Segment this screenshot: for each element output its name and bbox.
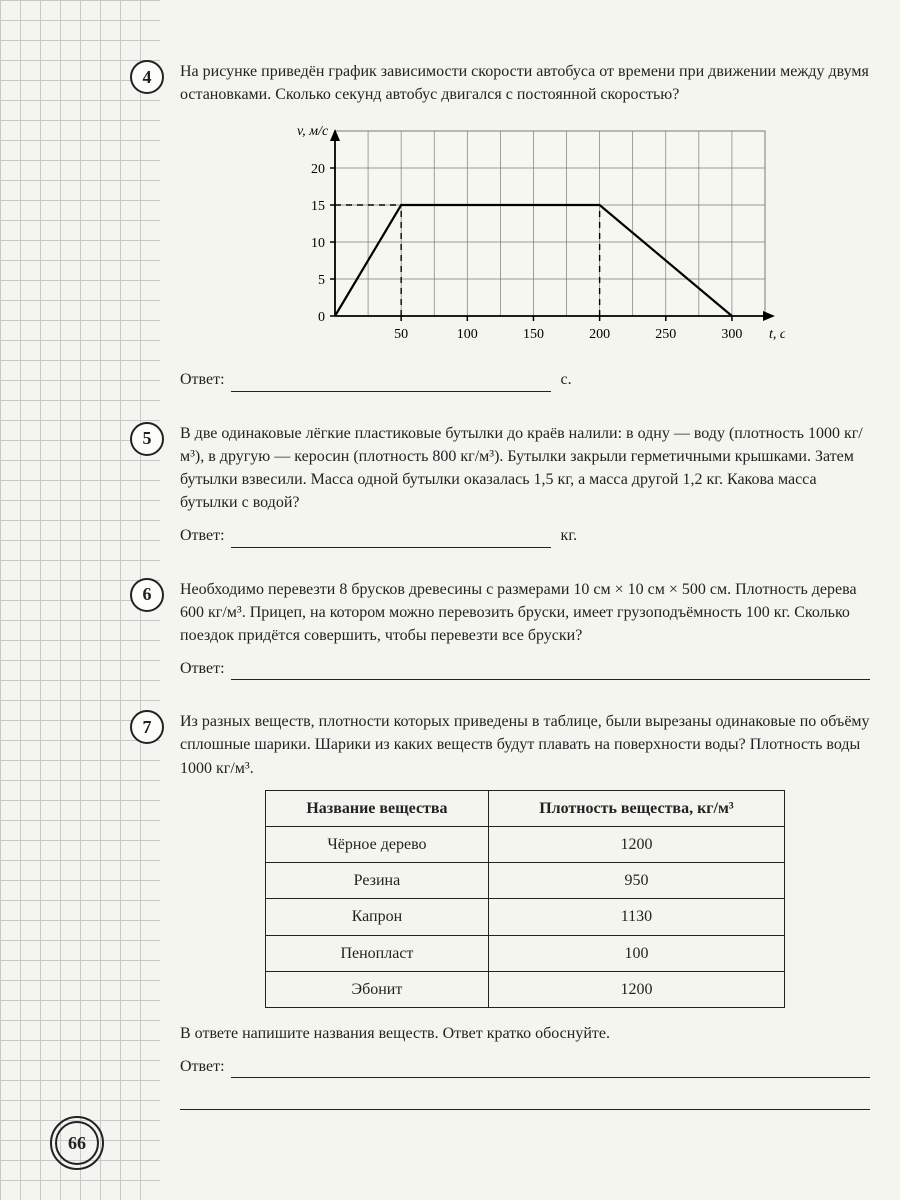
answer-line: Ответ: xyxy=(180,657,870,680)
table-cell: 100 xyxy=(488,935,784,971)
task-number-badge: 7 xyxy=(130,710,164,744)
answer-line: Ответ: xyxy=(180,1055,870,1078)
task-7: 7 Из разных веществ, плотности которых п… xyxy=(180,710,870,1115)
table-row: Резина950 xyxy=(266,863,785,899)
svg-text:200: 200 xyxy=(589,327,610,342)
answer-line: Ответ: с. xyxy=(180,368,870,391)
svg-text:50: 50 xyxy=(394,327,408,342)
svg-text:v, м/с: v, м/с xyxy=(297,124,329,139)
table-row: Чёрное дерево1200 xyxy=(266,827,785,863)
task-text: Необходимо перевезти 8 брусков древесины… xyxy=(180,578,870,648)
svg-text:100: 100 xyxy=(457,327,478,342)
svg-text:20: 20 xyxy=(311,162,325,177)
answer-label: Ответ: xyxy=(180,368,225,391)
answer-blank[interactable] xyxy=(231,530,551,548)
table-cell: 950 xyxy=(488,863,784,899)
table-cell: Эбонит xyxy=(266,971,489,1007)
task-number-badge: 5 xyxy=(130,422,164,456)
task-body: Необходимо перевезти 8 брусков древесины… xyxy=(180,578,870,685)
answer-label: Ответ: xyxy=(180,657,225,680)
page-content: 4 На рисунке приведён график зависимости… xyxy=(180,60,870,1142)
answer-blank[interactable] xyxy=(231,663,870,681)
answer-label: Ответ: xyxy=(180,524,225,547)
task-number-badge: 6 xyxy=(130,578,164,612)
table-row: Капрон1130 xyxy=(266,899,785,935)
chart-svg: 0 5 10 15 20 50 100 150 200 250 300 v, м/с t, с xyxy=(265,116,785,356)
svg-text:15: 15 xyxy=(311,199,325,214)
task-6: 6 Необходимо перевезти 8 брусков древеси… xyxy=(180,578,870,685)
svg-text:t, с: t, с xyxy=(769,327,785,342)
svg-text:5: 5 xyxy=(318,273,325,288)
task-body: В две одинаковые лёгкие пластиковые буты… xyxy=(180,422,870,552)
answer-blank[interactable] xyxy=(231,1061,870,1079)
task-text: В две одинаковые лёгкие пластиковые буты… xyxy=(180,422,870,515)
svg-text:10: 10 xyxy=(311,236,325,251)
answer-unit: кг. xyxy=(561,524,578,547)
task-text: Из разных веществ, плотности которых при… xyxy=(180,710,870,780)
task-body: На рисунке приведён график зависимости с… xyxy=(180,60,870,396)
table-cell: Пенопласт xyxy=(266,935,489,971)
table-header: Название вещества xyxy=(266,790,489,826)
task-body: Из разных веществ, плотности которых при… xyxy=(180,710,870,1115)
task-4: 4 На рисунке приведён график зависимости… xyxy=(180,60,870,396)
table-cell: Чёрное дерево xyxy=(266,827,489,863)
table-row: Эбонит1200 xyxy=(266,971,785,1007)
table-cell: 1200 xyxy=(488,827,784,863)
table-header: Плотность вещества, кг/м³ xyxy=(488,790,784,826)
density-table: Название веществаПлотность вещества, кг/… xyxy=(265,790,785,1008)
task-text: На рисунке приведён график зависимости с… xyxy=(180,60,870,106)
task-number-badge: 4 xyxy=(130,60,164,94)
table-row: Пенопласт100 xyxy=(266,935,785,971)
table-cell: Капрон xyxy=(266,899,489,935)
page-number: 66 xyxy=(50,1116,104,1170)
task-5: 5 В две одинаковые лёгкие пластиковые бу… xyxy=(180,422,870,552)
answer-unit: с. xyxy=(561,368,572,391)
svg-text:150: 150 xyxy=(523,327,544,342)
page-number-badge: 66 xyxy=(50,1116,104,1170)
svg-text:250: 250 xyxy=(655,327,676,342)
velocity-chart: 0 5 10 15 20 50 100 150 200 250 300 v, м/с t, с xyxy=(180,116,870,356)
table-cell: Резина xyxy=(266,863,489,899)
table-cell: 1200 xyxy=(488,971,784,1007)
answer-blank[interactable] xyxy=(231,374,551,392)
answer-line: Ответ: кг. xyxy=(180,524,870,547)
svg-text:300: 300 xyxy=(721,327,742,342)
task-note: В ответе напишите названия веществ. Отве… xyxy=(180,1022,870,1045)
answer-blank-line-2[interactable] xyxy=(180,1090,870,1109)
svg-text:0: 0 xyxy=(318,310,325,325)
table-cell: 1130 xyxy=(488,899,784,935)
answer-label: Ответ: xyxy=(180,1055,225,1078)
